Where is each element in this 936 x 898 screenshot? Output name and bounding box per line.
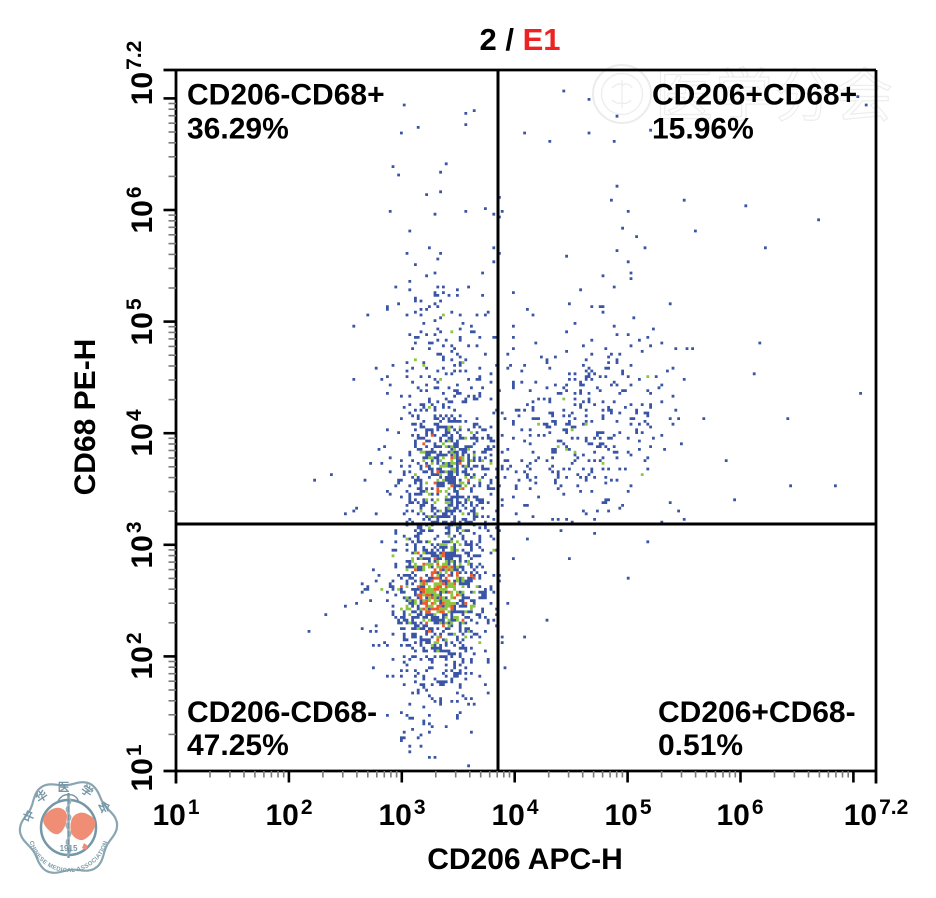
svg-text:36.29%: 36.29% bbox=[187, 113, 289, 146]
svg-text:0.51%: 0.51% bbox=[658, 729, 743, 762]
svg-text:CD206 APC-H: CD206 APC-H bbox=[427, 843, 623, 876]
svg-text:105: 105 bbox=[604, 796, 651, 832]
svg-text:CD68 PE-H: CD68 PE-H bbox=[69, 339, 102, 496]
svg-text:1915: 1915 bbox=[60, 844, 78, 853]
svg-text:103: 103 bbox=[378, 796, 425, 832]
svg-text:医学分会: 医学分会 bbox=[655, 64, 895, 129]
svg-text:CD206-CD68-: CD206-CD68- bbox=[187, 696, 377, 729]
svg-text:CD206+CD68-: CD206+CD68- bbox=[658, 696, 856, 729]
svg-text:47.25%: 47.25% bbox=[187, 729, 289, 762]
svg-text:15.96%: 15.96% bbox=[652, 113, 754, 146]
svg-text:CD206+CD68+: CD206+CD68+ bbox=[652, 79, 857, 112]
svg-text:2 / E1: 2 / E1 bbox=[479, 22, 560, 57]
svg-text:CD206-CD68+: CD206-CD68+ bbox=[187, 79, 385, 112]
